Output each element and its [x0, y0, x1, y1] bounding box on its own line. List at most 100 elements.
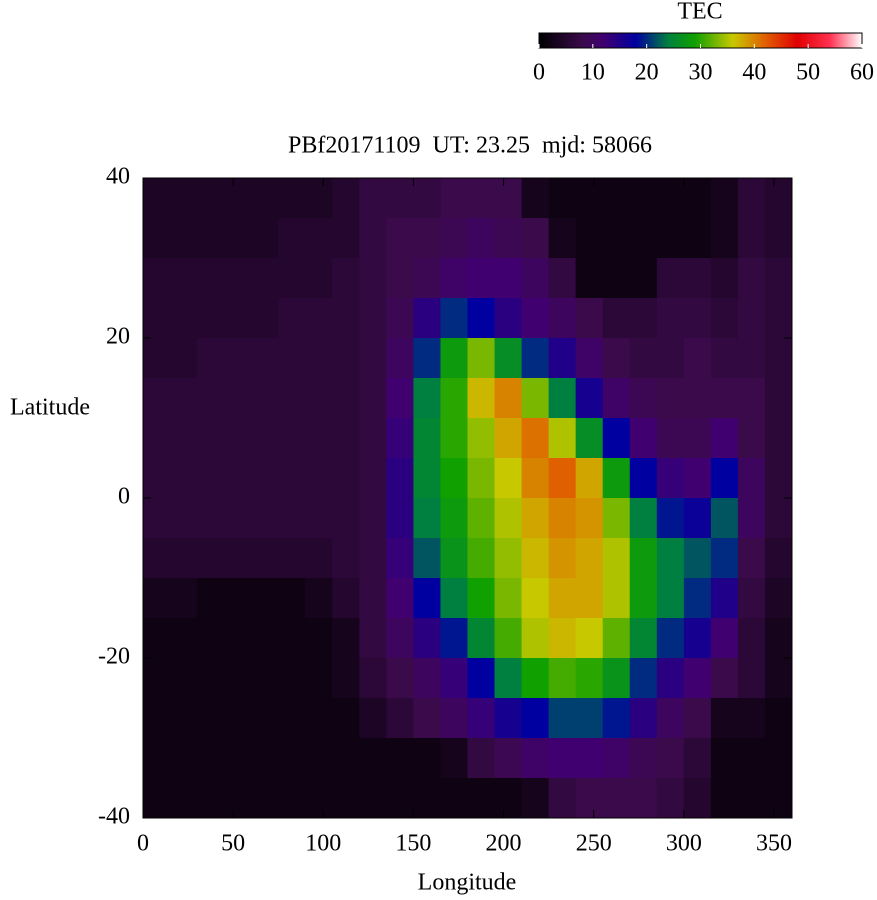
heatmap-cell	[575, 778, 604, 819]
heatmap-cell	[629, 658, 658, 699]
heatmap-cell	[710, 578, 739, 619]
heatmap-cell	[548, 618, 577, 659]
heatmap-cell	[251, 338, 279, 379]
heatmap-cell	[494, 778, 523, 819]
x-tick-label: 0	[137, 831, 149, 857]
heatmap-cell	[467, 378, 496, 419]
heatmap-cell	[224, 178, 252, 219]
heatmap-cell	[548, 338, 577, 379]
heatmap-cell	[737, 778, 766, 819]
heatmap-cell	[278, 258, 306, 299]
heatmap-cell	[305, 418, 333, 459]
x-tick-label: 100	[305, 831, 341, 857]
heatmap-cell	[602, 218, 631, 259]
heatmap-cell	[683, 298, 712, 339]
heatmap-cell	[170, 658, 198, 699]
heatmap-cell	[440, 538, 468, 579]
heatmap-cell	[494, 378, 523, 419]
heatmap-cell	[224, 618, 252, 659]
heatmap-cell	[413, 458, 441, 499]
heatmap-cell	[332, 458, 360, 499]
heatmap-cell	[359, 218, 387, 259]
heatmap-cell	[278, 178, 306, 219]
heatmap-cell	[467, 738, 496, 779]
heatmap-cell	[143, 538, 171, 579]
heatmap-cell	[143, 698, 171, 739]
heatmap-cell	[359, 258, 387, 299]
heatmap-cell	[602, 738, 631, 779]
heatmap-cell	[305, 498, 333, 539]
heatmap-cell	[737, 258, 766, 299]
heatmap-cell	[710, 538, 739, 579]
heatmap-cell	[602, 298, 631, 339]
heatmap-cell	[683, 218, 712, 259]
heatmap-cell	[764, 778, 793, 819]
heatmap-cell	[521, 498, 550, 539]
heatmap-cell	[575, 378, 604, 419]
heatmap-cell	[170, 258, 198, 299]
heatmap-cell	[575, 698, 604, 739]
heatmap-cell	[656, 458, 685, 499]
heatmap-cell	[386, 538, 414, 579]
heatmap-cell	[494, 538, 523, 579]
heatmap-cell	[548, 498, 577, 539]
y-axis-label: Latitude	[10, 395, 90, 421]
heatmap-cell	[386, 698, 414, 739]
colorbar-tick-label: 40	[742, 60, 766, 86]
heatmap-cell	[656, 298, 685, 339]
heatmap-cell	[143, 498, 171, 539]
heatmap-cell	[143, 458, 171, 499]
heatmap-cell	[305, 298, 333, 339]
heatmap-cell	[494, 218, 523, 259]
heatmap-cell	[467, 658, 496, 699]
heatmap-cell	[629, 578, 658, 619]
heatmap-cell	[575, 418, 604, 459]
heatmap-cell	[494, 178, 523, 219]
heatmap-cell	[251, 258, 279, 299]
heatmap-cell	[656, 698, 685, 739]
heatmap-cell	[305, 218, 333, 259]
heatmap-cell	[251, 658, 279, 699]
heatmap-cell	[737, 658, 766, 699]
heatmap-cell	[548, 738, 577, 779]
heatmap-cell	[629, 378, 658, 419]
heatmap-cell	[494, 458, 523, 499]
heatmap-cell	[413, 218, 441, 259]
heatmap-cell	[413, 338, 441, 379]
heatmap-cell	[251, 538, 279, 579]
heatmap-cell	[683, 778, 712, 819]
heatmap-cell	[737, 458, 766, 499]
heatmap-cell	[521, 378, 550, 419]
y-tick-label: -20	[98, 644, 130, 670]
heatmap-cell	[278, 498, 306, 539]
heatmap-cell	[656, 658, 685, 699]
heatmap-cell	[278, 218, 306, 259]
heatmap-cell	[440, 218, 468, 259]
heatmap-cell	[629, 458, 658, 499]
heatmap-cell	[440, 378, 468, 419]
heatmap-cell	[548, 298, 577, 339]
heatmap-cell	[278, 658, 306, 699]
colorbar-label: TEC	[677, 0, 722, 25]
heatmap-cell	[683, 498, 712, 539]
heatmap-cell	[386, 298, 414, 339]
heatmap-cell	[251, 458, 279, 499]
heatmap-cell	[521, 298, 550, 339]
heatmap-cell	[278, 378, 306, 419]
heatmap-cell	[278, 298, 306, 339]
heatmap-cell	[602, 338, 631, 379]
heatmap-cell	[359, 178, 387, 219]
heatmap-cell	[656, 378, 685, 419]
heatmap-cell	[764, 298, 793, 339]
heatmap-cell	[656, 258, 685, 299]
heatmap-cell	[629, 538, 658, 579]
heatmap-cell	[170, 778, 198, 819]
heatmap-cell	[386, 218, 414, 259]
heatmap-cell	[737, 298, 766, 339]
heatmap-cell	[224, 658, 252, 699]
heatmap-cell	[764, 218, 793, 259]
heatmap-cell	[359, 698, 387, 739]
heatmap-cell	[629, 258, 658, 299]
heatmap-cell	[710, 338, 739, 379]
colorbar-tick-label: 10	[581, 60, 605, 86]
